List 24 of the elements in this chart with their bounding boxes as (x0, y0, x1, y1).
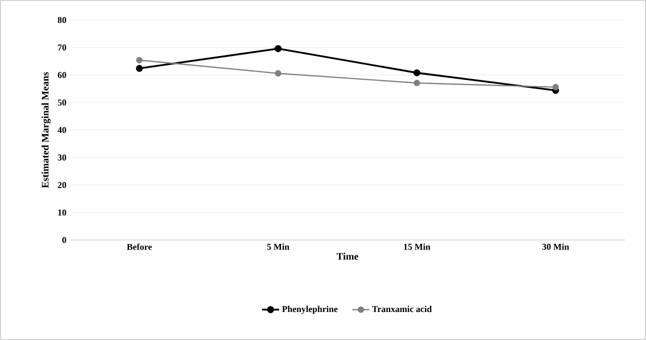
x-tick-label: 15 Min (404, 244, 430, 250)
point (136, 56, 143, 64)
legend-label: Tranxamic acid (372, 306, 432, 312)
point (274, 45, 282, 52)
y-tick-label: 10 (58, 209, 66, 216)
point (413, 69, 420, 76)
point (414, 80, 420, 86)
y-tick-label: 30 (58, 154, 66, 161)
x-tick-label: 30 Min (542, 244, 570, 250)
y-axis-title: Estimated Marginal Means (42, 72, 51, 188)
point (552, 84, 559, 90)
x-tick-label: Before (126, 244, 152, 250)
x-axis-title: Time (336, 252, 358, 260)
point (136, 64, 143, 72)
y-tick-label: 0 (62, 236, 66, 244)
y-tick-label: 80 (58, 16, 66, 24)
y-tick-label: 60 (58, 72, 66, 78)
point (274, 70, 282, 77)
legend-label: Phenylephrine (282, 306, 338, 314)
x-tick-label: 5 Min (267, 244, 290, 250)
y-tick-label: 50 (58, 99, 66, 106)
y-tick-label: 40 (58, 126, 66, 134)
y-tick-label: 20 (58, 182, 66, 188)
y-tick-label: 70 (58, 44, 66, 51)
